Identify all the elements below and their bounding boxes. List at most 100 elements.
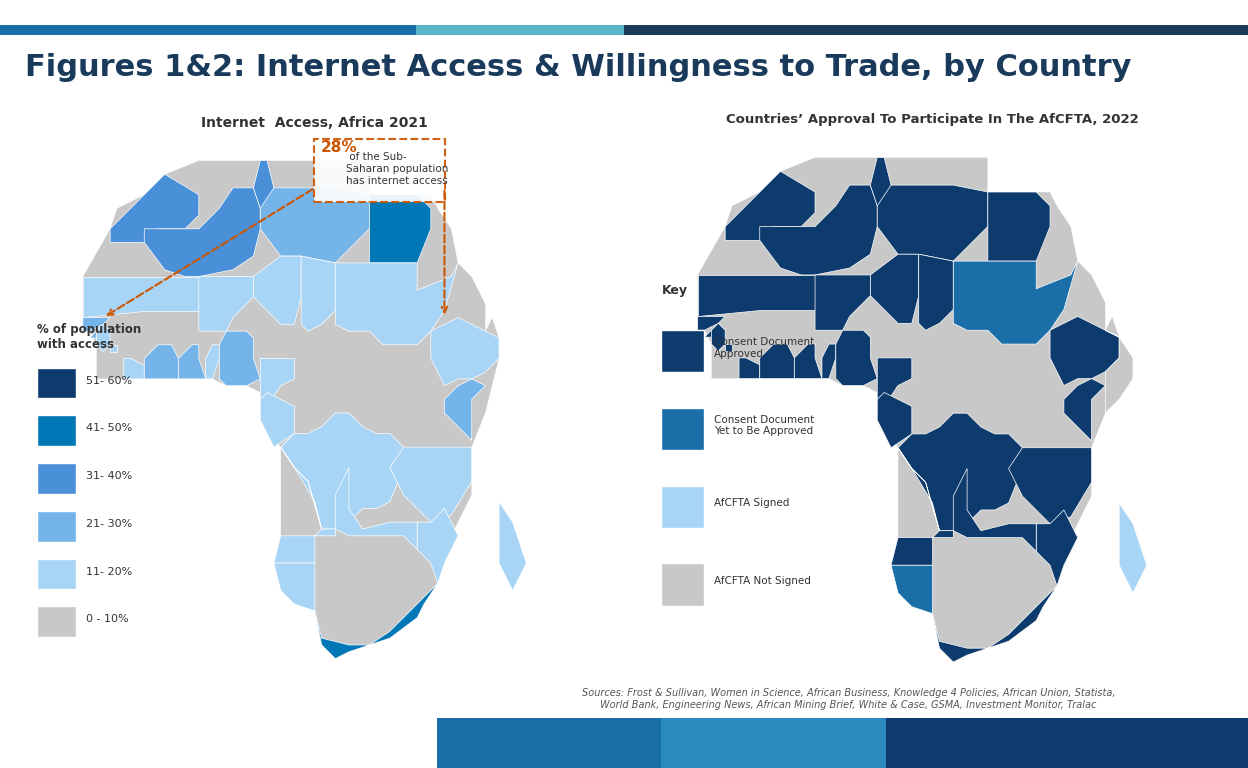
Polygon shape xyxy=(444,379,485,440)
Polygon shape xyxy=(82,161,499,659)
Polygon shape xyxy=(110,345,117,352)
Polygon shape xyxy=(82,317,110,331)
Bar xyxy=(661,718,886,768)
Text: Figures 1&2: Internet Access & Willingness to Trade, by Country: Figures 1&2: Internet Access & Willingne… xyxy=(25,53,1132,81)
Polygon shape xyxy=(725,171,815,240)
Polygon shape xyxy=(253,161,273,208)
Bar xyxy=(37,368,76,399)
Bar xyxy=(661,485,704,528)
Polygon shape xyxy=(698,275,815,316)
Text: Internet  Access, Africa 2021: Internet Access, Africa 2021 xyxy=(201,116,428,130)
Text: FROST  &  SULLIVAN: FROST & SULLIVAN xyxy=(0,736,175,750)
Polygon shape xyxy=(253,256,301,324)
Bar xyxy=(37,415,76,446)
Polygon shape xyxy=(261,392,295,447)
Polygon shape xyxy=(499,502,527,591)
Text: % of population
with access: % of population with access xyxy=(37,323,142,350)
FancyBboxPatch shape xyxy=(314,140,446,202)
Polygon shape xyxy=(1008,448,1092,524)
Polygon shape xyxy=(760,185,877,275)
Text: AfCFTA Not Signed: AfCFTA Not Signed xyxy=(714,576,810,586)
Text: Sources: Frost & Sullivan, Women in Science, African Business, Knowledge 4 Polic: Sources: Frost & Sullivan, Women in Scie… xyxy=(582,688,1116,710)
Polygon shape xyxy=(178,345,206,379)
Text: 21- 30%: 21- 30% xyxy=(86,519,132,529)
Text: Consent Document
Approved: Consent Document Approved xyxy=(714,337,814,359)
Polygon shape xyxy=(145,188,261,276)
Polygon shape xyxy=(261,359,295,406)
Polygon shape xyxy=(822,344,836,379)
Polygon shape xyxy=(1050,316,1119,386)
Polygon shape xyxy=(301,256,336,331)
Polygon shape xyxy=(1036,510,1078,586)
Text: 51- 60%: 51- 60% xyxy=(86,376,132,386)
Polygon shape xyxy=(704,330,719,337)
Polygon shape xyxy=(836,330,877,386)
Polygon shape xyxy=(870,157,891,206)
Bar xyxy=(37,558,76,589)
Polygon shape xyxy=(110,174,198,243)
Bar xyxy=(0,25,416,35)
Text: 0 - 10%: 0 - 10% xyxy=(86,614,129,624)
Polygon shape xyxy=(815,275,870,330)
Text: 28%: 28% xyxy=(321,141,357,155)
Bar xyxy=(661,563,704,606)
Bar xyxy=(37,463,76,494)
Polygon shape xyxy=(877,185,988,261)
Polygon shape xyxy=(1063,379,1106,441)
Text: 41- 50%: 41- 50% xyxy=(86,423,132,433)
Polygon shape xyxy=(336,263,458,345)
Polygon shape xyxy=(389,447,472,522)
Polygon shape xyxy=(877,392,912,448)
Bar xyxy=(624,25,1248,35)
Bar xyxy=(437,718,661,768)
Polygon shape xyxy=(877,358,912,406)
Bar xyxy=(37,511,76,541)
Polygon shape xyxy=(417,508,458,584)
Polygon shape xyxy=(261,188,369,263)
Polygon shape xyxy=(870,254,919,323)
Polygon shape xyxy=(711,323,725,351)
Polygon shape xyxy=(760,344,794,379)
Text: 31- 40%: 31- 40% xyxy=(86,471,132,481)
Polygon shape xyxy=(953,468,1036,551)
Polygon shape xyxy=(431,317,499,386)
Polygon shape xyxy=(891,565,932,614)
Polygon shape xyxy=(198,276,253,331)
Polygon shape xyxy=(96,324,110,352)
Polygon shape xyxy=(273,563,314,611)
Text: Countries’ Approval To Participate In The AfCFTA, 2022: Countries’ Approval To Participate In Th… xyxy=(726,114,1139,127)
Polygon shape xyxy=(281,413,403,529)
Polygon shape xyxy=(953,261,1078,344)
Polygon shape xyxy=(1106,330,1133,413)
Polygon shape xyxy=(206,345,220,379)
Bar xyxy=(37,607,76,637)
Bar xyxy=(416,25,624,35)
Bar xyxy=(661,330,704,372)
Polygon shape xyxy=(314,584,438,659)
Text: Consent Document
Yet to Be Approved: Consent Document Yet to Be Approved xyxy=(714,415,814,436)
Polygon shape xyxy=(336,468,417,549)
Bar xyxy=(886,718,1248,768)
Polygon shape xyxy=(739,358,760,379)
Text: Key: Key xyxy=(661,284,688,297)
Polygon shape xyxy=(919,254,953,330)
Text: of the Sub-
Saharan population
has internet access: of the Sub- Saharan population has inter… xyxy=(346,152,448,186)
Bar xyxy=(661,408,704,450)
Polygon shape xyxy=(698,157,1119,662)
Polygon shape xyxy=(273,447,336,563)
Polygon shape xyxy=(932,586,1057,662)
Polygon shape xyxy=(698,316,725,330)
Text: AfCFTA Signed: AfCFTA Signed xyxy=(714,498,789,508)
Polygon shape xyxy=(145,345,178,379)
Text: 11- 20%: 11- 20% xyxy=(86,567,132,577)
Polygon shape xyxy=(891,448,953,565)
Polygon shape xyxy=(899,413,1022,531)
Polygon shape xyxy=(725,344,733,351)
Polygon shape xyxy=(794,344,822,379)
Polygon shape xyxy=(124,359,145,379)
Polygon shape xyxy=(369,195,431,263)
Polygon shape xyxy=(220,331,261,386)
Polygon shape xyxy=(1119,503,1147,593)
Polygon shape xyxy=(82,276,198,317)
Polygon shape xyxy=(90,331,104,338)
